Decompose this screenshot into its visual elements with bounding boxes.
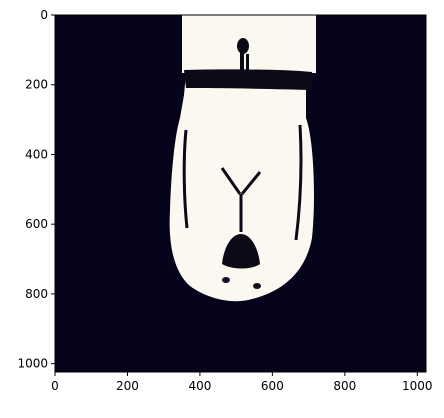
x-tick-label: 0 bbox=[51, 379, 59, 393]
y-axis: 0 200 400 600 800 1000 bbox=[17, 8, 55, 371]
x-axis: 0 200 400 600 800 1000 bbox=[51, 372, 433, 393]
y-tick-label: 0 bbox=[40, 8, 48, 22]
y-nose-icon bbox=[220, 167, 262, 232]
y-tick-label: 600 bbox=[25, 217, 48, 231]
y-tick-label: 400 bbox=[25, 147, 48, 161]
x-tick-label: 800 bbox=[333, 379, 356, 393]
x-tick-label: 400 bbox=[188, 379, 211, 393]
right-eye-dot bbox=[253, 283, 261, 289]
axes-frame bbox=[54, 14, 427, 373]
left-cheek-line bbox=[182, 129, 189, 229]
head-band bbox=[184, 69, 312, 90]
y-tick-label: 800 bbox=[25, 287, 48, 301]
top-pin-icon bbox=[237, 38, 249, 72]
left-eye-dot bbox=[222, 277, 230, 283]
x-tick-label: 600 bbox=[261, 379, 284, 393]
x-tick-label: 1000 bbox=[402, 379, 433, 393]
y-tick-label: 200 bbox=[25, 78, 48, 92]
mouth-shape bbox=[222, 234, 260, 269]
image-panel bbox=[55, 15, 426, 372]
y-tick-label: 1000 bbox=[17, 357, 48, 371]
x-tick-label: 200 bbox=[116, 379, 139, 393]
right-cheek-line bbox=[294, 124, 303, 241]
